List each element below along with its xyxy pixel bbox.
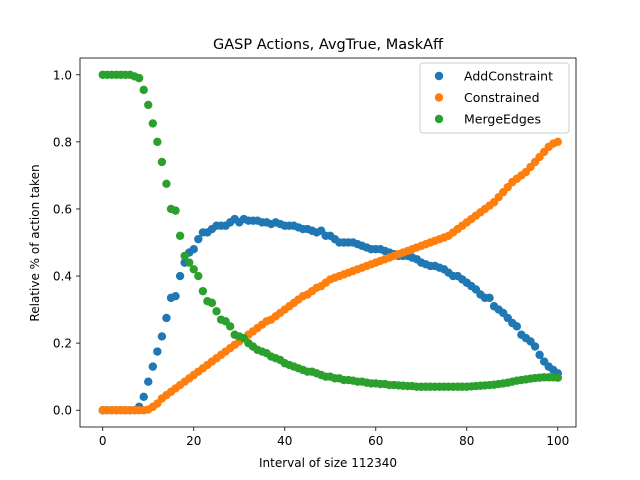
point-addconstraint — [530, 342, 540, 351]
point-addconstraint — [194, 234, 203, 244]
point-mergeedges — [171, 206, 180, 215]
legend-marker-constrained — [434, 93, 444, 102]
point-addconstraint — [148, 362, 158, 371]
point-mergeedges — [212, 307, 221, 316]
chart-title: GASP Actions, AvgTrue, MaskAff — [213, 37, 444, 53]
legend: AddConstraint Constrained MergeEdges — [419, 62, 570, 134]
point-mergeedges — [194, 271, 203, 281]
point-addconstraint — [153, 347, 162, 356]
x-axis-label: Interval of size 112340 — [259, 456, 397, 470]
y-tick-label: 0.4 — [53, 270, 72, 284]
legend-marker-addconstraint — [434, 71, 444, 81]
point-addconstraint — [512, 322, 522, 331]
point-mergeedges — [198, 286, 208, 296]
point-constrained — [553, 137, 562, 147]
point-mergeedges — [162, 179, 171, 188]
point-addconstraint — [139, 392, 148, 402]
point-mergeedges — [207, 298, 217, 308]
point-addconstraint — [485, 293, 494, 303]
point-mergeedges — [180, 251, 189, 261]
point-mergeedges — [134, 73, 144, 83]
point-addconstraint — [189, 245, 198, 254]
point-mergeedges — [139, 85, 148, 95]
legend-label-addconstraint: AddConstraint — [464, 69, 553, 84]
x-tick-label: 100 — [546, 434, 569, 448]
legend-label-mergeedges: MergeEdges — [464, 112, 541, 127]
point-mergeedges — [153, 137, 162, 147]
series-mergeedges — [98, 70, 562, 391]
y-tick-label: 0.8 — [53, 135, 72, 149]
x-tick-label: 20 — [186, 434, 201, 448]
x-tick-label: 40 — [277, 434, 292, 448]
point-mergeedges — [553, 373, 562, 382]
x-tick-label: 80 — [459, 434, 474, 448]
point-mergeedges — [144, 100, 153, 110]
x-tick-label: 60 — [368, 434, 383, 448]
y-axis-label: Relative % of action taken — [28, 164, 42, 321]
point-addconstraint — [157, 332, 167, 341]
point-addconstraint — [144, 377, 153, 386]
point-addconstraint — [175, 271, 185, 281]
x-axis-ticks: 0 20 40 60 80 100 — [99, 427, 569, 448]
y-axis-ticks: 0.0 0.2 0.4 0.6 0.8 1.0 — [53, 68, 80, 418]
y-tick-label: 0.2 — [53, 337, 72, 351]
y-tick-label: 1.0 — [53, 68, 72, 82]
plot-frame — [79, 57, 577, 428]
legend-marker-mergeedges — [434, 114, 444, 124]
y-tick-label: 0.0 — [53, 404, 72, 418]
y-tick-label: 0.6 — [53, 202, 72, 216]
data-points — [98, 70, 562, 415]
point-mergeedges — [148, 119, 158, 128]
point-mergeedges — [175, 231, 185, 240]
legend-label-constrained: Constrained — [464, 90, 540, 105]
point-mergeedges — [189, 265, 198, 274]
point-addconstraint — [535, 350, 544, 360]
point-addconstraint — [162, 313, 171, 323]
point-mergeedges — [157, 157, 167, 167]
x-tick-label: 0 — [99, 434, 107, 448]
point-mergeedges — [225, 322, 235, 331]
point-mergeedges — [185, 258, 194, 267]
point-addconstraint — [171, 291, 180, 301]
legend-box — [419, 62, 570, 134]
